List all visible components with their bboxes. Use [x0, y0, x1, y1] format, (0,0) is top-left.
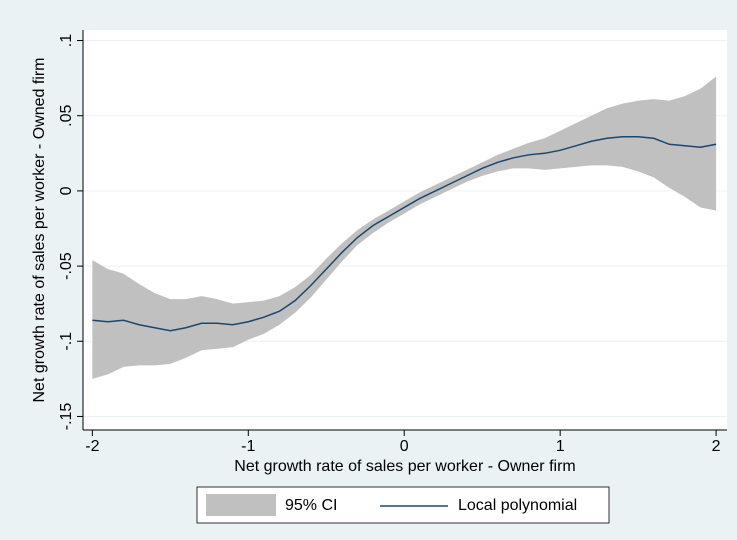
x-tick-label: 0: [400, 438, 409, 455]
x-axis-title: Net growth rate of sales per worker - Ow…: [234, 458, 575, 475]
x-tick-label: 1: [556, 438, 565, 455]
x-tick-label: 2: [712, 438, 721, 455]
y-tick-label: .1: [58, 34, 75, 47]
legend-label: 95% CI: [285, 497, 337, 514]
legend-label: Local polynomial: [458, 497, 577, 514]
x-tick-label: -2: [85, 438, 99, 455]
ci-band: [92, 76, 717, 379]
y-axis-title: Net growth rate of sales per worker - Ow…: [31, 57, 48, 402]
legend-swatch: [206, 494, 276, 516]
y-tick-label: -.1: [58, 332, 75, 351]
plot-area: [83, 30, 727, 430]
x-tick-label: -1: [241, 438, 255, 455]
y-tick-label: -.05: [58, 252, 75, 280]
y-tick-label: .05: [58, 104, 75, 126]
y-tick-label: 0: [58, 186, 75, 195]
y-tick-label: -.15: [58, 403, 75, 431]
fit-line: [92, 136, 717, 332]
